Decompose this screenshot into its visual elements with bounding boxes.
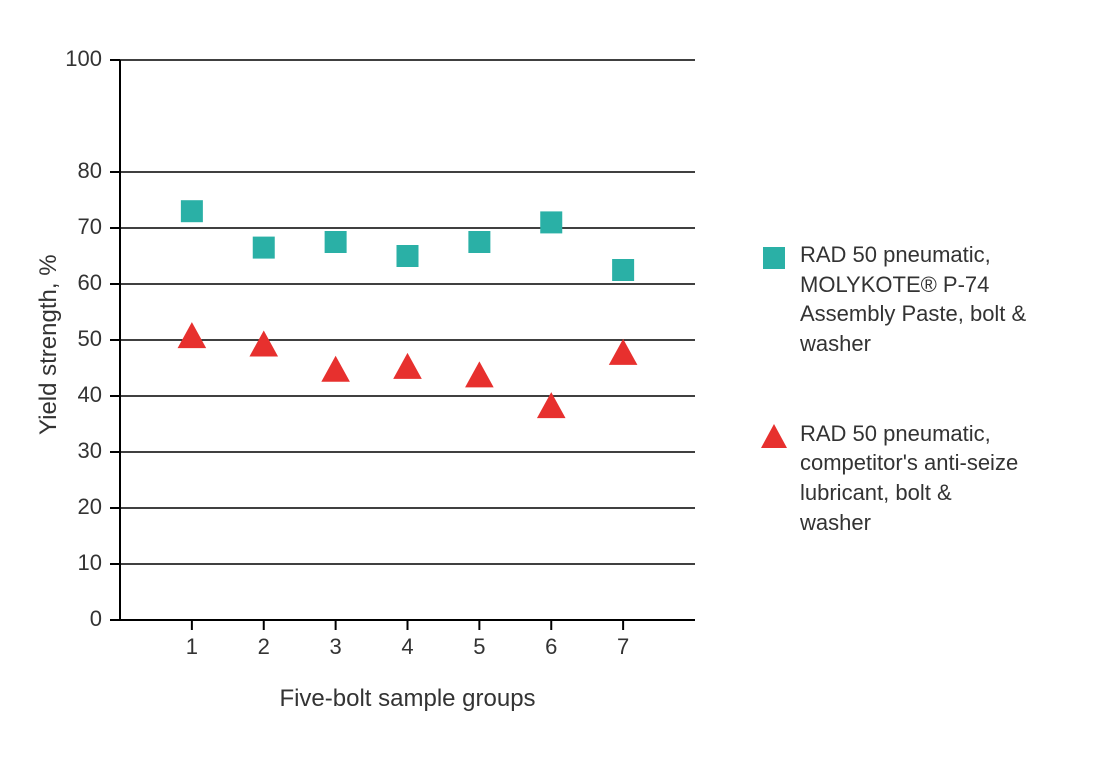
- legend-label-molykote: RAD 50 pneumatic,MOLYKOTE® P-74Assembly …: [800, 240, 1026, 359]
- x-tick-label: 1: [186, 634, 198, 659]
- legend-item-molykote: RAD 50 pneumatic,MOLYKOTE® P-74Assembly …: [760, 240, 1080, 359]
- y-tick-label: 70: [78, 214, 102, 239]
- data-point-square: [397, 245, 419, 267]
- legend-label-competitor: RAD 50 pneumatic,competitor's anti-seize…: [800, 419, 1018, 538]
- data-point-square: [468, 231, 490, 253]
- x-tick-label: 4: [401, 634, 413, 659]
- data-point-square: [181, 200, 203, 222]
- chart-container: Yield strength, % Five-bolt sample group…: [0, 0, 1117, 762]
- y-tick-label: 50: [78, 326, 102, 351]
- x-tick-label: 2: [258, 634, 270, 659]
- data-point-square: [325, 231, 347, 253]
- x-axis-title: Five-bolt sample groups: [120, 685, 695, 713]
- data-point-triangle: [249, 331, 278, 357]
- y-tick-label: 20: [78, 494, 102, 519]
- y-tick-label: 30: [78, 438, 102, 463]
- y-tick-label: 60: [78, 270, 102, 295]
- legend-item-competitor: RAD 50 pneumatic,competitor's anti-seize…: [760, 419, 1080, 538]
- y-tick-label: 100: [65, 46, 102, 71]
- legend-symbol-competitor: [760, 423, 788, 456]
- data-point-square: [540, 211, 562, 233]
- legend-symbol-molykote: [760, 244, 788, 277]
- x-tick-label: 6: [545, 634, 557, 659]
- x-tick-label: 3: [330, 634, 342, 659]
- data-point-triangle: [609, 339, 638, 365]
- data-point-square: [253, 237, 275, 259]
- data-point-triangle: [178, 322, 207, 348]
- data-point-triangle: [465, 361, 494, 387]
- data-point-triangle: [321, 356, 350, 382]
- plot-svg: 010203040506070801001234567: [80, 20, 735, 660]
- plot-area: 010203040506070801001234567: [80, 20, 735, 660]
- data-point-triangle: [393, 353, 422, 379]
- y-axis-title: Yield strength, %: [35, 254, 63, 435]
- y-tick-label: 10: [78, 550, 102, 575]
- y-tick-label: 80: [78, 158, 102, 183]
- x-tick-label: 5: [473, 634, 485, 659]
- y-tick-label: 40: [78, 382, 102, 407]
- y-tick-label: 0: [90, 606, 102, 631]
- data-point-square: [612, 259, 634, 281]
- legend: RAD 50 pneumatic,MOLYKOTE® P-74Assembly …: [760, 240, 1080, 598]
- x-tick-label: 7: [617, 634, 629, 659]
